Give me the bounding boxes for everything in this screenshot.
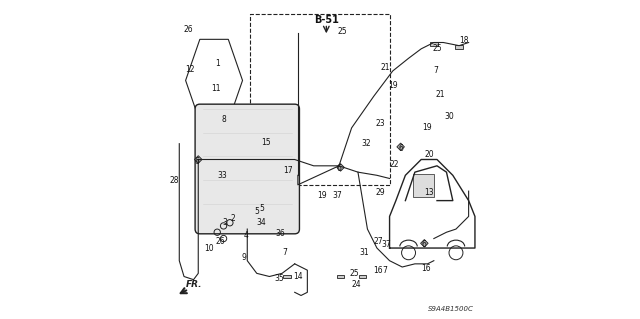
Text: S9A4B1500C: S9A4B1500C — [428, 306, 474, 312]
Text: 29: 29 — [375, 188, 385, 197]
Text: 4: 4 — [243, 231, 248, 240]
Text: 6: 6 — [337, 165, 341, 174]
Text: 2: 2 — [230, 213, 236, 222]
Text: 37: 37 — [333, 191, 342, 200]
Text: 6: 6 — [194, 157, 199, 166]
Polygon shape — [195, 156, 202, 163]
Text: 19: 19 — [317, 191, 326, 200]
Text: 19: 19 — [388, 81, 397, 90]
Text: 1: 1 — [215, 59, 220, 68]
Text: 13: 13 — [424, 188, 434, 197]
Polygon shape — [397, 143, 404, 151]
FancyBboxPatch shape — [195, 104, 300, 234]
Text: 27: 27 — [374, 237, 383, 246]
Text: 37: 37 — [381, 241, 391, 249]
Bar — [430, 42, 438, 46]
Text: 6: 6 — [398, 144, 403, 153]
Text: 16: 16 — [421, 264, 431, 273]
Polygon shape — [337, 164, 344, 171]
Text: 6: 6 — [422, 241, 427, 249]
Text: 19: 19 — [422, 123, 433, 132]
Text: 26: 26 — [184, 25, 193, 34]
Bar — [413, 174, 434, 197]
Text: 3: 3 — [223, 218, 228, 227]
Text: 7: 7 — [283, 248, 287, 257]
Text: 26: 26 — [216, 237, 225, 246]
Text: 5: 5 — [259, 204, 264, 213]
Text: FR.: FR. — [186, 280, 202, 289]
Bar — [455, 45, 463, 49]
Polygon shape — [420, 240, 428, 247]
Bar — [359, 275, 367, 278]
Text: 25: 25 — [350, 269, 360, 278]
Bar — [283, 275, 291, 278]
Text: 31: 31 — [360, 248, 369, 257]
Text: 16: 16 — [374, 266, 383, 275]
Bar — [337, 275, 344, 278]
Text: 5: 5 — [254, 207, 259, 216]
Text: 17: 17 — [284, 166, 293, 175]
Text: 21: 21 — [380, 63, 390, 72]
Text: 14: 14 — [293, 272, 303, 281]
Text: 15: 15 — [261, 137, 271, 147]
Text: 21: 21 — [435, 90, 445, 99]
Text: B-51: B-51 — [314, 15, 339, 26]
Bar — [250, 14, 390, 185]
Text: 9: 9 — [241, 253, 246, 262]
Text: 25: 25 — [337, 27, 347, 36]
Text: 33: 33 — [217, 171, 227, 180]
Text: 25: 25 — [432, 44, 442, 53]
Text: 7: 7 — [433, 66, 438, 76]
Text: 35: 35 — [274, 274, 284, 283]
Text: 8: 8 — [221, 115, 226, 124]
Text: 11: 11 — [211, 84, 220, 93]
Text: 22: 22 — [390, 160, 399, 169]
Text: 18: 18 — [459, 36, 468, 45]
Text: 12: 12 — [186, 65, 195, 74]
Text: 32: 32 — [361, 139, 371, 148]
Text: 10: 10 — [205, 243, 214, 253]
Text: 20: 20 — [424, 150, 434, 159]
Text: 28: 28 — [169, 175, 179, 185]
Text: 23: 23 — [375, 119, 385, 128]
Text: 36: 36 — [276, 229, 285, 238]
Text: 24: 24 — [351, 280, 361, 289]
Text: 7: 7 — [382, 266, 387, 275]
Text: 34: 34 — [257, 218, 266, 227]
Text: 30: 30 — [445, 112, 454, 121]
